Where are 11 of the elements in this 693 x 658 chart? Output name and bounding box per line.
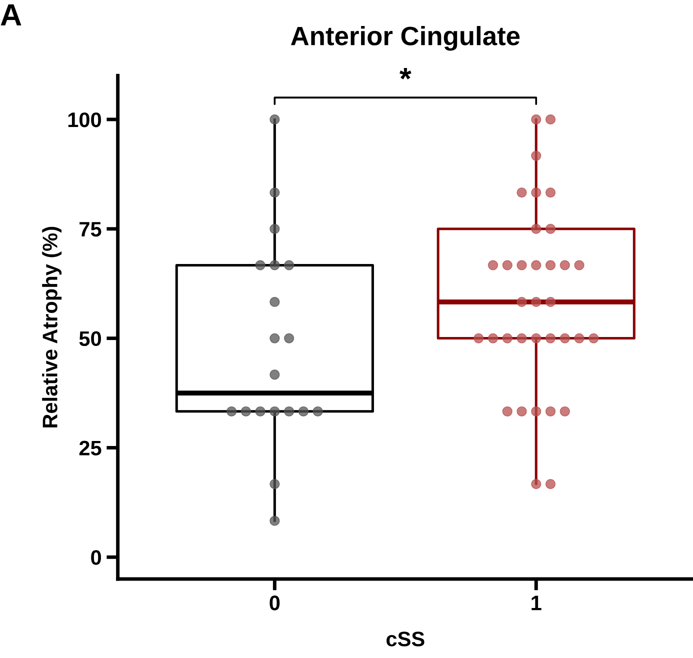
chart-title: Anterior Cingulate: [290, 26, 520, 51]
y-axis-title: Relative Atrophy (%): [42, 226, 62, 428]
y-tick-label: 0: [91, 550, 101, 565]
y-tick-label: 75: [80, 222, 102, 237]
text: A: [0, 4, 22, 26]
x-axis-title: cSS: [386, 632, 424, 646]
x-tick-label: 1: [532, 596, 542, 610]
y-tick-label: 100: [68, 112, 101, 128]
annotation: *: [400, 68, 412, 80]
y-tick-label: 25: [79, 440, 102, 456]
y-tick-label: 50: [79, 331, 101, 346]
